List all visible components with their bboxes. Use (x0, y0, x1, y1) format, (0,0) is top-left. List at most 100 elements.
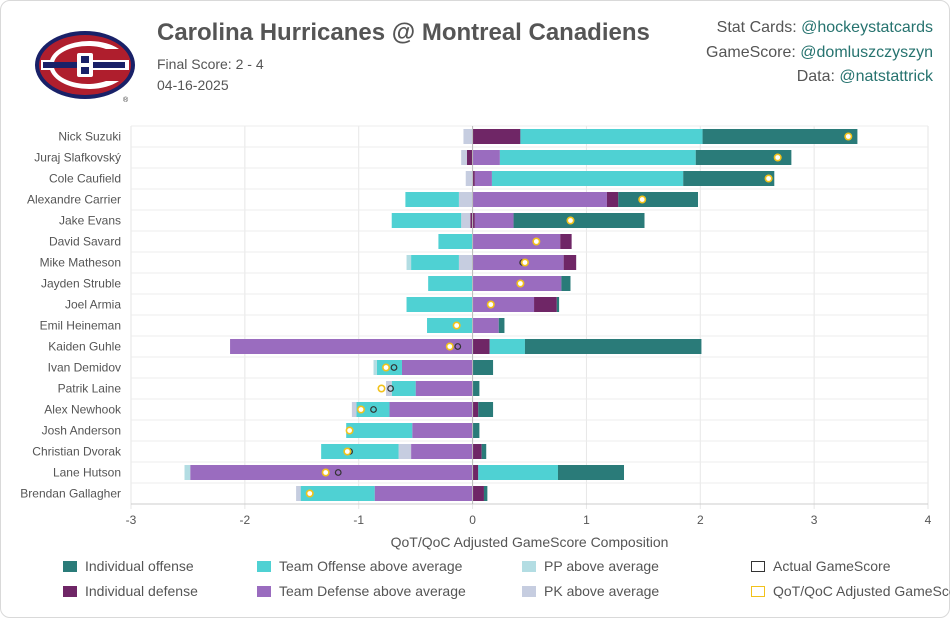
credit-handle-link[interactable]: @domluszczyszyn (800, 44, 933, 61)
adjusted-gamescore-marker (638, 195, 647, 204)
bar-segment-pk (351, 402, 357, 417)
player-name-label: Juraj Slafkovský (34, 151, 121, 165)
adjusted-gamescore-marker (532, 237, 541, 246)
player-name-label: Josh Anderson (42, 424, 121, 438)
bar-segment-individual-defense (470, 213, 473, 228)
player-name-label: Cole Caufield (49, 172, 121, 186)
legend-item-individual-offense: Individual offense (63, 558, 194, 574)
adjusted-gamescore-marker (445, 342, 454, 351)
player-name-label: Nick Suzuki (58, 130, 121, 144)
bar-segment-pp (406, 255, 412, 270)
player-name-label: Christian Dvorak (32, 445, 122, 459)
adjusted-gamescore-marker (486, 300, 495, 309)
legend-item-adjusted: QoT/QoC Adjusted GameScore (751, 583, 950, 599)
adjusted-gamescore-marker (356, 405, 365, 414)
bar-segment-team-offense (406, 297, 473, 312)
credit-stat-cards: Stat Cards: @hockeystatcards (717, 19, 933, 37)
legend-swatch (63, 560, 77, 572)
actual-gamescore-marker (390, 364, 398, 371)
bar-segment-individual-offense (472, 381, 480, 396)
legend-swatch (751, 560, 765, 572)
legend-label: PP above average (544, 558, 659, 574)
player-name-label: Brendan Gallagher (20, 487, 121, 501)
credit-handle-link[interactable]: @hockeystatcards (801, 19, 933, 36)
legend-swatch (751, 585, 765, 597)
bar-segment-individual-offense (695, 150, 792, 165)
bar-segment-individual-defense (472, 171, 475, 186)
bar-segment-pk (398, 444, 412, 459)
x-tick-label: 3 (811, 513, 818, 527)
bar-segment-team-offense (438, 234, 473, 249)
player-name-label: Ivan Demidov (48, 361, 121, 375)
bar-segment-team-offense (411, 255, 459, 270)
bar-segment-team-defense (472, 318, 499, 333)
player-name-label: Patrik Laine (58, 382, 122, 396)
bar-segment-team-defense (472, 192, 607, 207)
adjusted-gamescore-marker (382, 363, 391, 372)
bar-segment-individual-offense (618, 192, 699, 207)
bar-segment-individual-offense (513, 213, 645, 228)
bar-segment-pk (296, 486, 301, 501)
adjusted-gamescore-marker (305, 489, 314, 498)
legend-label: PK above average (544, 583, 660, 599)
bar-segment-team-defense (474, 213, 514, 228)
bar-segment-individual-offense (483, 486, 488, 501)
player-name-label: Joel Armia (65, 298, 121, 312)
adjusted-gamescore-marker (566, 216, 575, 225)
adjusted-gamescore-marker (520, 258, 529, 267)
x-tick-label: 2 (697, 513, 704, 527)
x-tick-label: 1 (583, 513, 590, 527)
bar-segment-pk (458, 192, 473, 207)
player-name-label: Jake Evans (59, 214, 121, 228)
adjusted-gamescore-marker (345, 426, 354, 435)
player-name-label: Emil Heineman (40, 319, 121, 333)
bar-segment-team-offense (428, 276, 473, 291)
legend-label: Actual GameScore (773, 558, 891, 574)
bar-segment-team-defense (411, 444, 473, 459)
bar-segment-team-offense (356, 402, 390, 417)
actual-gamescore-marker (454, 343, 462, 350)
player-name-label: Lane Hutson (53, 466, 121, 480)
bar-segment-team-defense (472, 297, 535, 312)
credit-label: Data: (796, 68, 840, 85)
adjusted-gamescore-marker (764, 174, 773, 183)
player-name-label: Kaiden Guhle (48, 340, 121, 354)
legend-item-team-defense: Team Defense above average (257, 583, 466, 599)
x-tick-label: -3 (126, 513, 137, 527)
bar-segment-team-offense (491, 171, 684, 186)
bar-segment-team-offense (346, 423, 413, 438)
bar-segment-individual-offense (472, 423, 480, 438)
x-tick-label: -2 (240, 513, 251, 527)
bar-segment-team-offense (489, 339, 525, 354)
credit-label: Stat Cards: (716, 19, 802, 36)
x-tick-label: -1 (353, 513, 364, 527)
legend-item-team-offense: Team Offense above average (257, 558, 462, 574)
legend-swatch (257, 585, 271, 597)
legend-label: Individual defense (85, 583, 198, 599)
bar-segment-pk (458, 255, 473, 270)
bar-segment-individual-defense (472, 402, 479, 417)
bar-segment-individual-offense (481, 444, 487, 459)
bar-segment-individual-offense (702, 129, 858, 144)
bar-segment-team-defense (472, 234, 561, 249)
bar-segment-team-defense (374, 486, 473, 501)
bar-segment-individual-offense (498, 318, 505, 333)
chart-title: Carolina Hurricanes @ Montreal Canadiens (157, 19, 650, 46)
credit-data: Data: @natstattrick (797, 68, 933, 86)
player-name-label: Jayden Struble (41, 277, 121, 291)
game-date: 04-16-2025 (157, 77, 229, 93)
bar-segment-individual-defense (560, 234, 572, 249)
bar-segment-pk (465, 171, 473, 186)
credit-gamescore: GameScore: @domluszczyszyn (706, 44, 933, 62)
credit-handle-link[interactable]: @natstattrick (839, 68, 933, 85)
legend-swatch (522, 560, 536, 572)
bar-segment-individual-defense (472, 465, 479, 480)
bar-segment-team-defense (190, 465, 473, 480)
legend-swatch (257, 560, 271, 572)
player-name-label: Alex Newhook (44, 403, 122, 417)
bar-segment-team-offense (499, 150, 696, 165)
player-name-label: Alexandre Carrier (27, 193, 121, 207)
player-name-label: David Savard (49, 235, 121, 249)
